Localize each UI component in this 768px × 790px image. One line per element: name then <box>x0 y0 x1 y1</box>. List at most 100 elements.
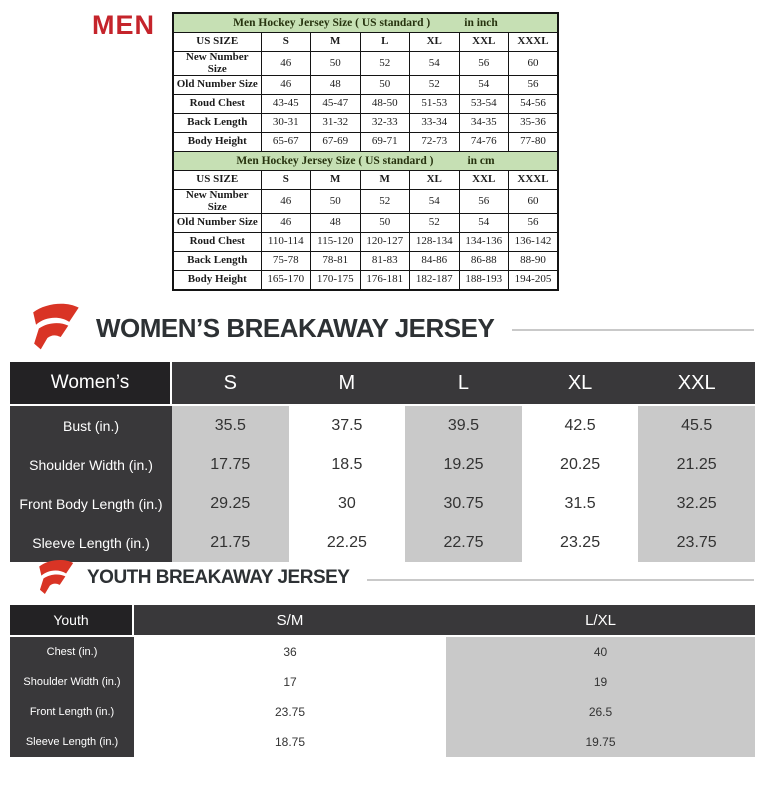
size-value: 48 <box>310 213 361 234</box>
measurement-value: 30 <box>337 494 356 512</box>
measurement-row: Sleeve Length (in.) 21.75 22.25 22.75 23.25 2… <box>10 523 755 562</box>
size-value: 51-53 <box>409 94 460 115</box>
size-value: 54 <box>458 213 509 234</box>
measurement-value: 42.5 <box>564 416 596 434</box>
measurement-value: 39.5 <box>405 406 522 445</box>
size-value: S <box>260 170 311 191</box>
size-value: 54 <box>409 189 460 215</box>
measurement-value: 21.75 <box>172 523 289 562</box>
header-row: Women’s S M L XL XXL <box>10 362 755 406</box>
measurement-label: Sleeve Length (in.) <box>10 523 172 562</box>
size-value: 120-127 <box>359 232 410 253</box>
row-label: Body Height <box>172 270 262 291</box>
table-row: Old Number Size 46 48 50 52 54 56 <box>172 75 559 96</box>
youth-section-header: YOUTH BREAKAWAY JERSEY <box>34 553 754 603</box>
size-column-header: S/M <box>134 605 446 637</box>
measurement-value: 22.75 <box>405 523 522 562</box>
measurement-value: 36 <box>283 645 297 659</box>
table-unit: in cm <box>467 155 495 168</box>
divider-line <box>512 328 754 331</box>
table-row: New Number Size 46 50 52 54 56 60 <box>172 189 559 215</box>
size-value: 52 <box>409 75 460 96</box>
size-value: 54 <box>409 50 460 77</box>
size-value: 56 <box>458 50 509 77</box>
table-corner-label: Youth <box>10 605 134 637</box>
men-table-section-title: Men Hockey Jersey Size ( US standard ) in… <box>172 151 559 172</box>
table-title: Men Hockey Jersey Size ( US standard ) <box>236 155 434 168</box>
size-value: 56 <box>508 213 559 234</box>
size-value: XXL <box>458 170 509 191</box>
measurement-row: Front Body Length (in.) 29.25 30 30.75 31.5 3… <box>10 484 755 523</box>
row-label: Roud Chest <box>172 94 262 115</box>
size-value: 45-47 <box>310 94 361 115</box>
measurement-value: 19.25 <box>405 445 522 484</box>
measurement-row: Chest (in.) 36 40 <box>10 637 755 667</box>
row-label: Body Height <box>172 132 262 153</box>
measurement-value: 26.5 <box>446 697 755 727</box>
size-value: 46 <box>260 75 311 96</box>
size-value: 50 <box>310 50 361 77</box>
measurement-value: 30.75 <box>405 484 522 523</box>
size-value: M <box>359 170 410 191</box>
measurement-value: 23.25 <box>560 533 601 551</box>
header-row: Youth S/M L/XL <box>10 605 755 637</box>
size-value: S <box>260 32 311 52</box>
table-row: New Number Size 46 50 52 54 56 60 <box>172 50 559 77</box>
size-value: 56 <box>458 189 509 215</box>
men-size-table: Men Hockey Jersey Size ( US standard ) in… <box>172 12 559 292</box>
table-row: Back Length 75-78 78-81 81-83 84-86 86-88 88-9… <box>172 251 559 272</box>
size-value: 134-136 <box>458 232 509 253</box>
size-value: 110-114 <box>260 232 311 253</box>
table-row: Roud Chest 110-114 115-120 120-127 128-134 13… <box>172 232 559 253</box>
size-column-header: S <box>172 362 289 406</box>
size-value: 52 <box>359 189 410 215</box>
size-value: 35-36 <box>508 113 559 134</box>
size-column-header: XL <box>521 362 639 406</box>
size-value: XL <box>409 170 460 191</box>
fanatics-flag-icon <box>39 559 74 594</box>
size-value: 52 <box>359 50 410 77</box>
size-value: 74-76 <box>458 132 509 153</box>
size-value: 170-175 <box>310 270 361 291</box>
table-title: Men Hockey Jersey Size ( US standard ) <box>233 16 431 29</box>
size-column-header: L <box>405 362 522 406</box>
measurement-row: Sleeve Length (in.) 18.75 19.75 <box>10 727 755 757</box>
row-label: Old Number Size <box>172 75 262 96</box>
size-value: 46 <box>260 189 311 215</box>
row-label: New Number Size <box>172 189 262 215</box>
divider-line <box>367 578 754 581</box>
size-value: 78-81 <box>310 251 361 272</box>
measurement-value: 17 <box>283 675 297 689</box>
size-value: 53-54 <box>458 94 509 115</box>
row-label: Old Number Size <box>172 213 262 234</box>
measurement-value: 29.25 <box>172 484 289 523</box>
size-value: M <box>310 170 361 191</box>
size-value: 46 <box>260 213 311 234</box>
table-row: Old Number Size 46 48 50 52 54 56 <box>172 213 559 234</box>
size-value: 77-80 <box>508 132 559 153</box>
measurement-label: Bust (in.) <box>10 406 172 445</box>
size-value: 31-32 <box>310 113 361 134</box>
size-value: 65-67 <box>260 132 311 153</box>
size-value: 81-83 <box>359 251 410 272</box>
size-value: 43-45 <box>260 94 311 115</box>
size-value: 48-50 <box>359 94 410 115</box>
table-row: Body Height 65-67 67-69 69-71 72-73 74-76 77-8… <box>172 132 559 153</box>
row-label: New Number Size <box>172 50 262 77</box>
size-column-header: XXL <box>638 362 755 406</box>
size-value: XXXL <box>508 170 559 191</box>
measurement-value: 23.75 <box>638 523 755 562</box>
size-value: M <box>310 32 361 52</box>
measurement-value: 45.5 <box>638 406 755 445</box>
size-value: 165-170 <box>260 270 311 291</box>
measurement-value: 19.75 <box>446 727 755 757</box>
size-value: 72-73 <box>409 132 460 153</box>
measurement-value: 19 <box>446 667 755 697</box>
measurement-value: 21.25 <box>638 445 755 484</box>
measurement-label: Shoulder Width (in.) <box>10 445 172 484</box>
row-label: Back Length <box>172 251 262 272</box>
row-label: Back Length <box>172 113 262 134</box>
size-value: 84-86 <box>409 251 460 272</box>
measurement-value: 35.5 <box>172 406 289 445</box>
